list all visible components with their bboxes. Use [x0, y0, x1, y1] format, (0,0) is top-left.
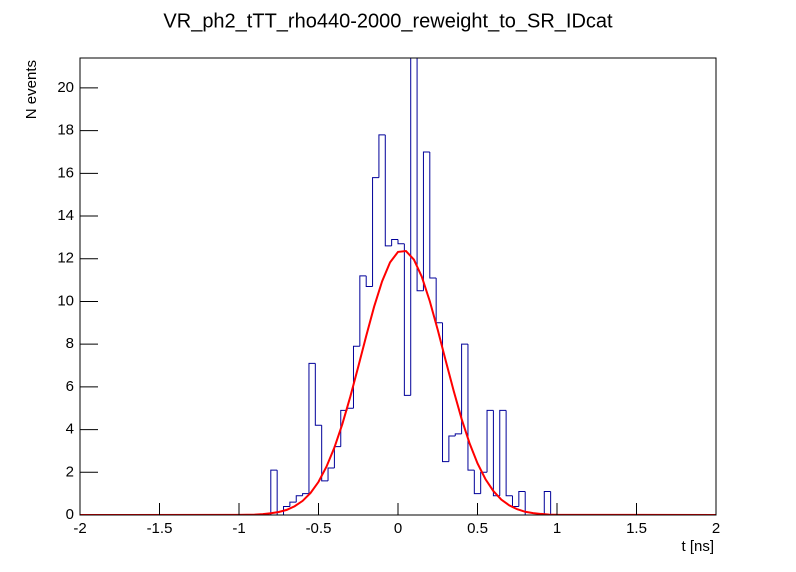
histogram-bin	[442, 322, 449, 463]
histogram-bin	[422, 151, 430, 291]
histogram-bin	[321, 425, 329, 482]
x-tick-label: 0	[394, 520, 402, 537]
histogram-bin	[403, 243, 411, 396]
histogram-bin	[378, 134, 386, 178]
histogram-bin	[543, 491, 551, 515]
fit-curve	[80, 250, 716, 515]
histogram-bin	[314, 363, 322, 426]
y-tick-label: 16	[57, 164, 74, 181]
histogram-bin	[486, 409, 494, 473]
y-tick-label: 12	[57, 250, 74, 267]
x-tick-label: -1.5	[147, 520, 173, 537]
histogram-bin	[416, 58, 424, 292]
histogram-bin	[384, 134, 392, 247]
x-tick-label: 1	[553, 520, 561, 537]
y-tick-label: 4	[66, 421, 74, 438]
histogram-bin	[429, 151, 437, 279]
chart-title: VR_ph2_tTT_rho440-2000_reweight_to_SR_ID…	[163, 10, 613, 32]
histogram-bin	[499, 409, 507, 496]
y-tick-label: 10	[57, 292, 74, 309]
histogram-bin	[505, 410, 513, 497]
plot-area	[80, 58, 716, 515]
x-tick-label: -0.5	[306, 520, 332, 537]
histogram-bin	[473, 470, 481, 495]
histogram-bin	[283, 505, 290, 515]
histogram-bin	[397, 239, 405, 245]
histogram-bin	[461, 343, 468, 434]
x-tick-label: -1	[232, 520, 245, 537]
histogram-bin	[467, 344, 475, 471]
y-tick-label: 6	[66, 378, 74, 395]
x-tick-label: 0.5	[467, 520, 488, 537]
histogram-bin	[518, 491, 526, 507]
x-tick-label: -2	[73, 520, 86, 537]
y-axis-label: N events	[23, 60, 40, 119]
histogram-bin	[340, 409, 348, 447]
histogram-bin	[365, 275, 373, 287]
histogram-bin	[359, 275, 367, 347]
y-tick-label: 20	[57, 79, 74, 96]
histogram-bin	[550, 491, 557, 515]
y-tick-label: 14	[57, 207, 74, 224]
y-tick-label: 8	[66, 335, 74, 352]
histogram-bin	[480, 471, 488, 494]
histogram-bin	[524, 491, 532, 515]
y-tick-label: 0	[66, 506, 74, 523]
histogram-bin	[302, 493, 309, 496]
histogram-bin	[276, 470, 284, 515]
x-axis-label: t [ns]	[681, 538, 714, 555]
x-tick-label: 1.5	[626, 520, 647, 537]
y-tick-label: 18	[57, 122, 74, 139]
histogram-bin	[372, 177, 379, 287]
y-tick-label: 2	[66, 463, 74, 480]
histogram-bin	[448, 435, 456, 462]
histogram-bin	[289, 501, 297, 507]
histogram-bin	[391, 239, 398, 246]
histogram-bin	[308, 362, 316, 494]
histogram-bin	[270, 469, 278, 515]
histogram-bin	[410, 58, 412, 396]
histogram-bin	[454, 433, 462, 436]
x-tick-label: 2	[712, 520, 720, 537]
histogram-bin	[327, 467, 335, 481]
histogram-bin	[295, 495, 303, 503]
